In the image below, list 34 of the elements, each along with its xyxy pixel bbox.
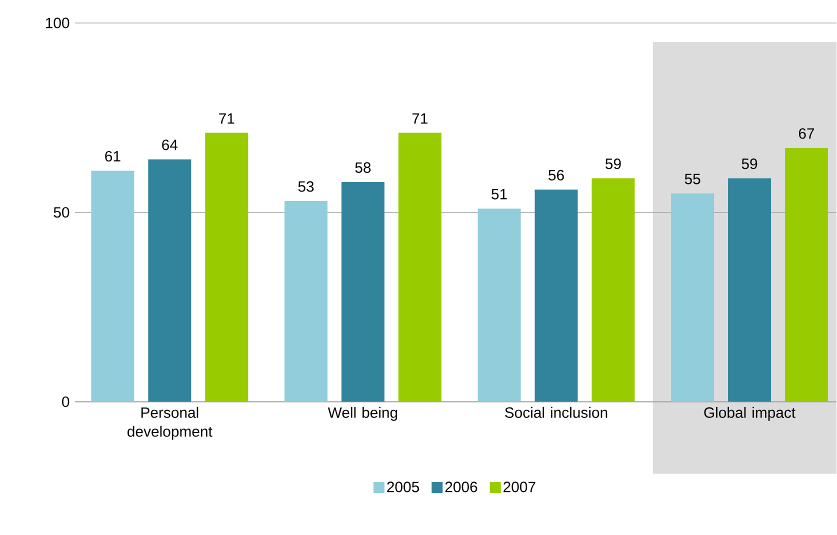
bar <box>785 148 828 402</box>
data-label: 59 <box>742 158 758 170</box>
legend-label: 2005 <box>387 482 420 492</box>
data-label: 71 <box>412 114 428 124</box>
data-label: 55 <box>684 174 700 184</box>
bar <box>284 201 328 402</box>
bar <box>91 170 134 402</box>
data-label: 64 <box>162 140 178 150</box>
x-tick-label: Personal development <box>128 407 212 440</box>
bar <box>148 160 192 402</box>
y-tick-label: 100 <box>46 18 70 28</box>
data-label: 53 <box>298 181 314 192</box>
bar <box>728 178 772 402</box>
bar <box>671 194 714 402</box>
bar <box>478 208 521 402</box>
data-label: 58 <box>355 162 371 174</box>
bar <box>205 132 248 402</box>
bar <box>592 178 635 402</box>
data-label: 56 <box>548 170 564 181</box>
data-label: 71 <box>219 114 234 124</box>
x-tick-label: Well being <box>328 407 398 421</box>
bar <box>341 182 384 402</box>
data-label: 59 <box>605 158 621 170</box>
x-tick-label: Global impact <box>704 407 796 421</box>
y-tick-label: 50 <box>54 207 70 218</box>
data-label: 61 <box>105 151 120 162</box>
data-label: 67 <box>798 128 814 139</box>
bar <box>534 190 578 402</box>
legend-label: 2006 <box>445 482 478 492</box>
y-tick-label: 0 <box>62 396 70 408</box>
legend-label: 2007 <box>504 482 536 492</box>
bar <box>398 132 442 402</box>
data-label: 51 <box>492 189 507 200</box>
x-tick-label: Social inclusion <box>505 407 608 418</box>
